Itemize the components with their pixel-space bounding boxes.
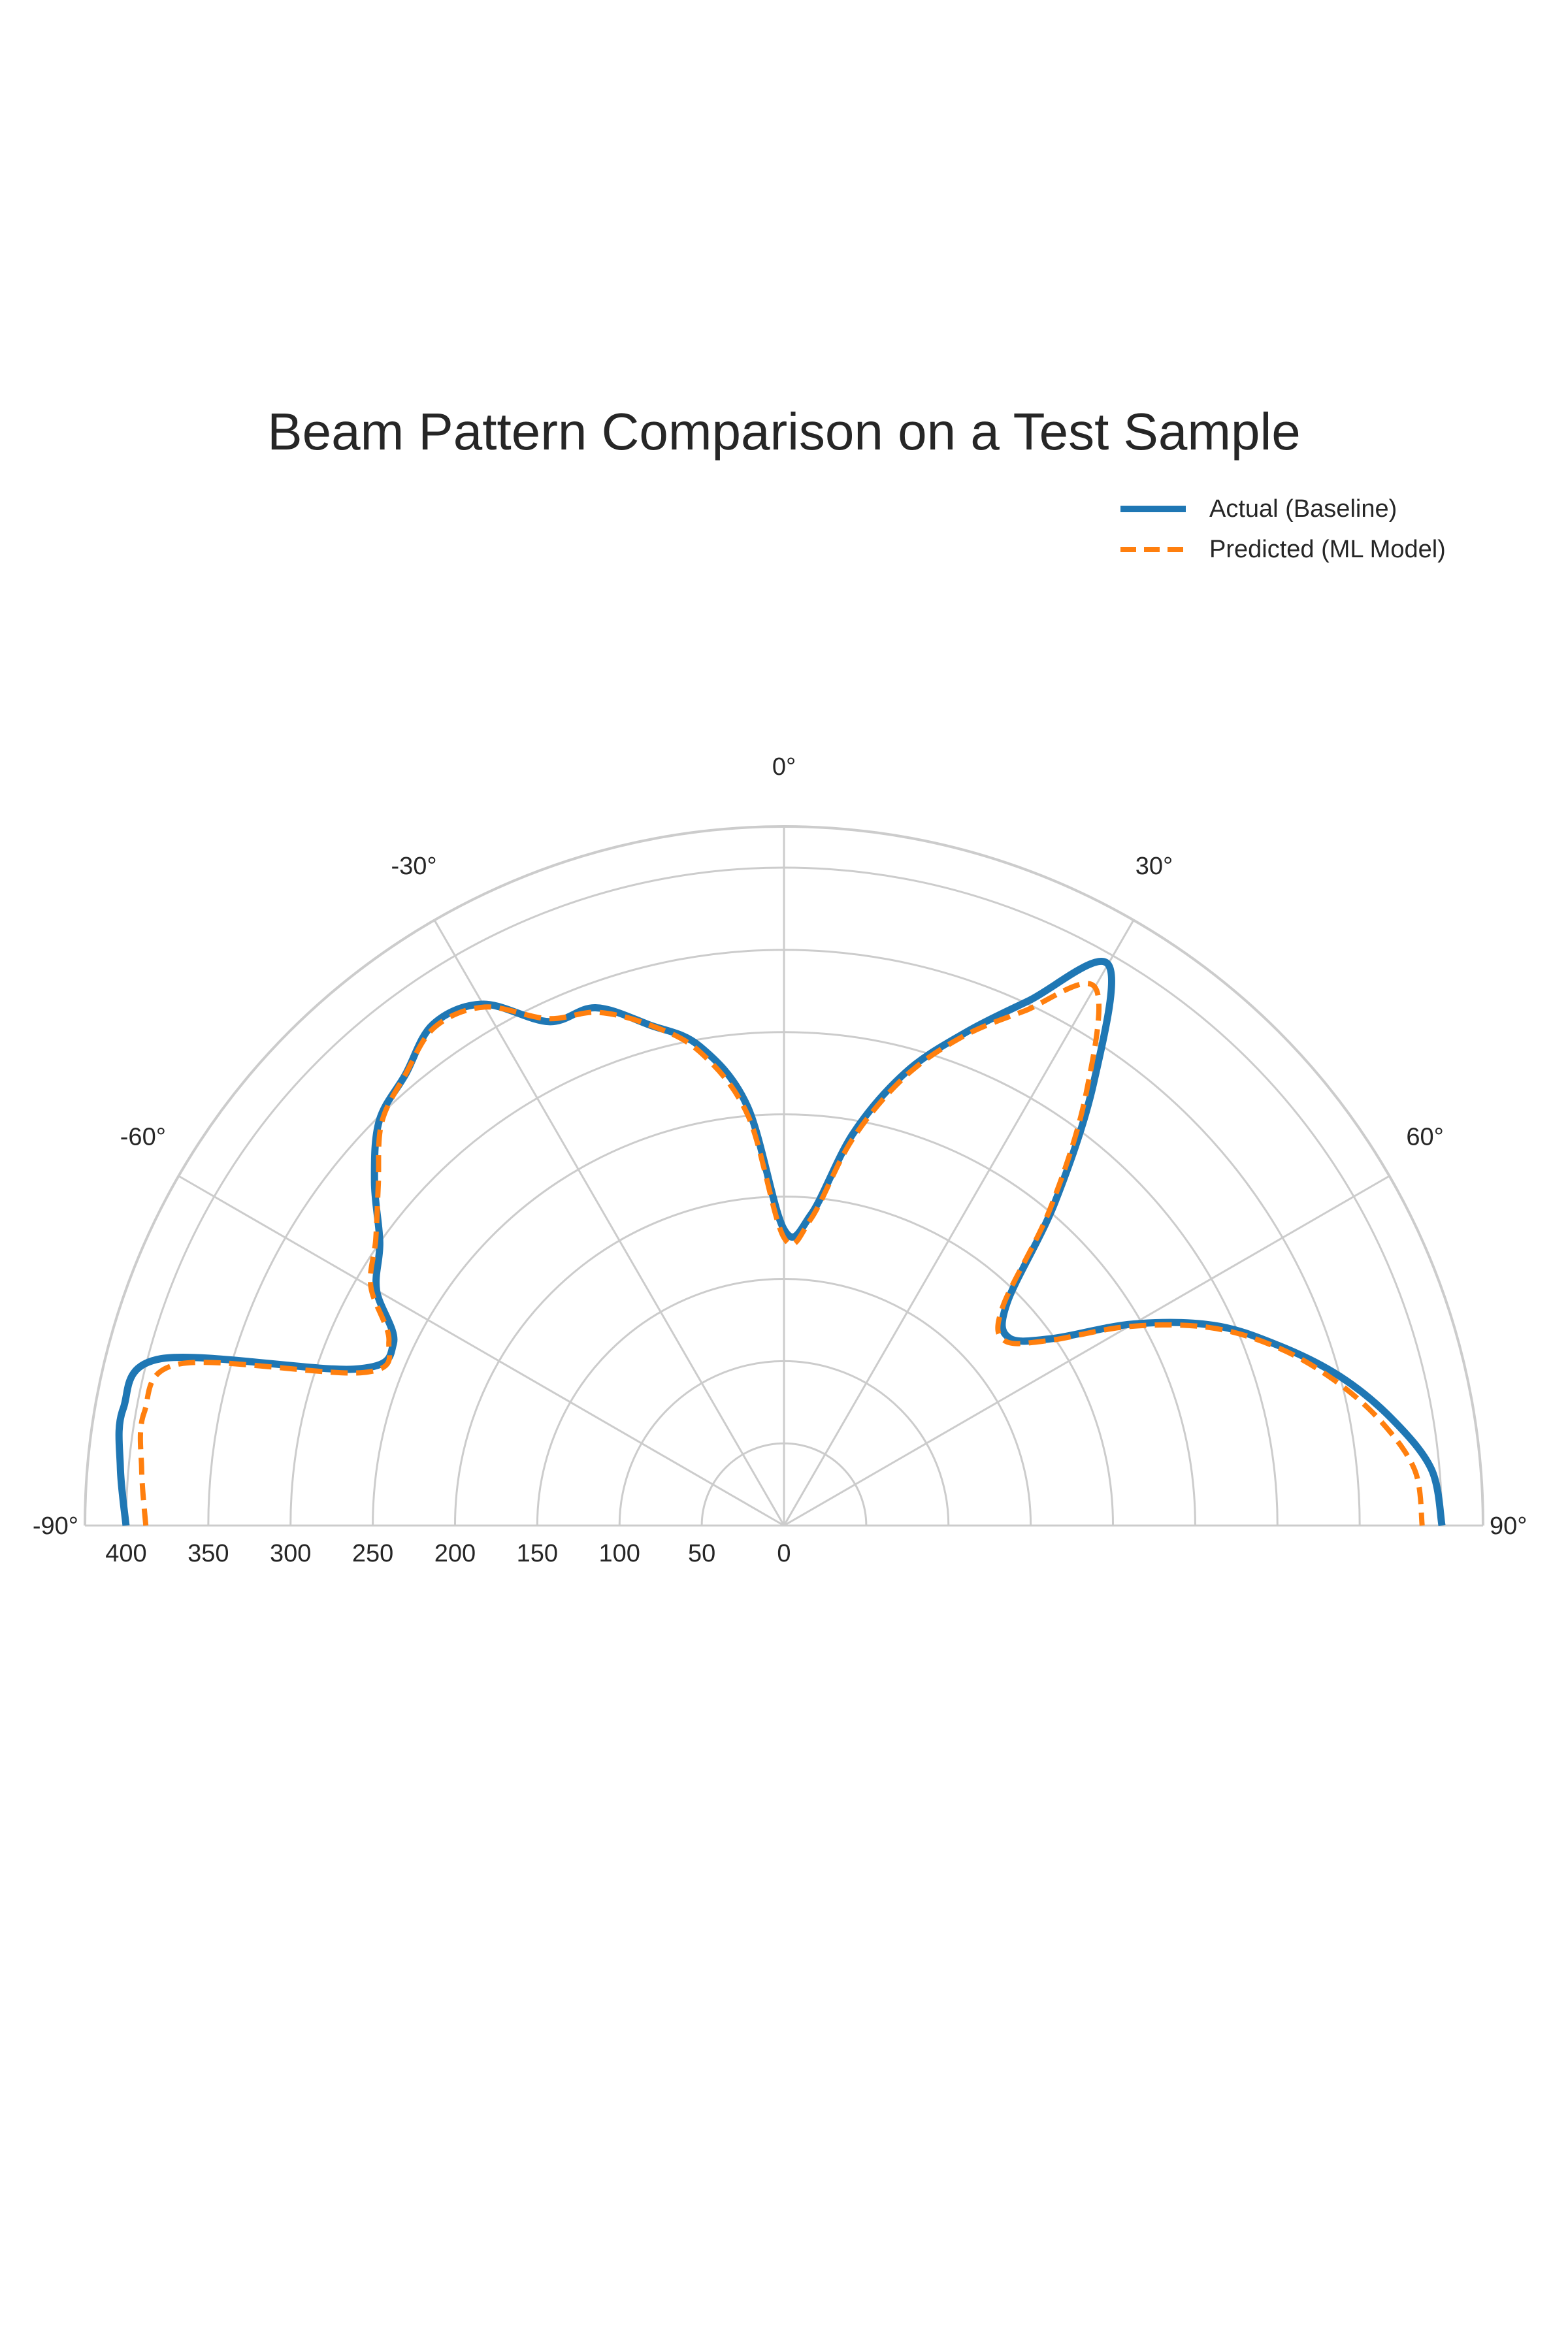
radial-tick-label: 250 — [352, 1540, 393, 1567]
angle-tick-label: 30° — [1135, 853, 1173, 880]
series-actual-line — [115, 957, 1446, 1527]
radial-tick-label: 100 — [599, 1540, 640, 1567]
radial-tick-label: 0 — [777, 1540, 791, 1567]
angle-tick-label: 0° — [772, 753, 796, 781]
grid-spoke-1 — [178, 1175, 785, 1527]
grid — [84, 825, 1484, 1527]
angle-tick-label: -60° — [120, 1124, 166, 1151]
angle-tick-label: -30° — [391, 853, 436, 880]
legend-label-actual: Actual (Baseline) — [1209, 495, 1397, 523]
angle-tick-label: 60° — [1406, 1124, 1443, 1151]
legend-label-predicted: Predicted (ML Model) — [1209, 535, 1446, 563]
series-layer — [115, 957, 1446, 1527]
legend: Actual (Baseline) Predicted (ML Model) — [1120, 489, 1446, 570]
legend-item-predicted: Predicted (ML Model) — [1120, 529, 1446, 570]
angle-tick-label: 90° — [1490, 1512, 1527, 1540]
grid-spoke-2 — [433, 919, 785, 1526]
legend-item-actual: Actual (Baseline) — [1120, 489, 1446, 529]
grid-spoke-4 — [783, 919, 1135, 1526]
chart-title: Beam Pattern Comparison on a Test Sample — [267, 402, 1301, 461]
radial-tick-label: 400 — [105, 1540, 146, 1567]
legend-swatch-actual — [1120, 489, 1186, 529]
radial-tick-label: 200 — [434, 1540, 476, 1567]
radial-tick-label: 150 — [517, 1540, 558, 1567]
radial-tick-label: 350 — [188, 1540, 229, 1567]
grid-spoke-5 — [783, 1175, 1390, 1527]
angle-tick-label: -90° — [33, 1512, 78, 1540]
radial-tick-label: 300 — [270, 1540, 311, 1567]
series-predicted-line — [137, 981, 1425, 1526]
tick-labels: -90° -60° -30° 0° 30° 60° 90° 0 50 100 150 200 250 30… — [33, 753, 1527, 1567]
radial-tick-label: 50 — [688, 1540, 715, 1567]
legend-swatch-predicted — [1120, 529, 1186, 570]
